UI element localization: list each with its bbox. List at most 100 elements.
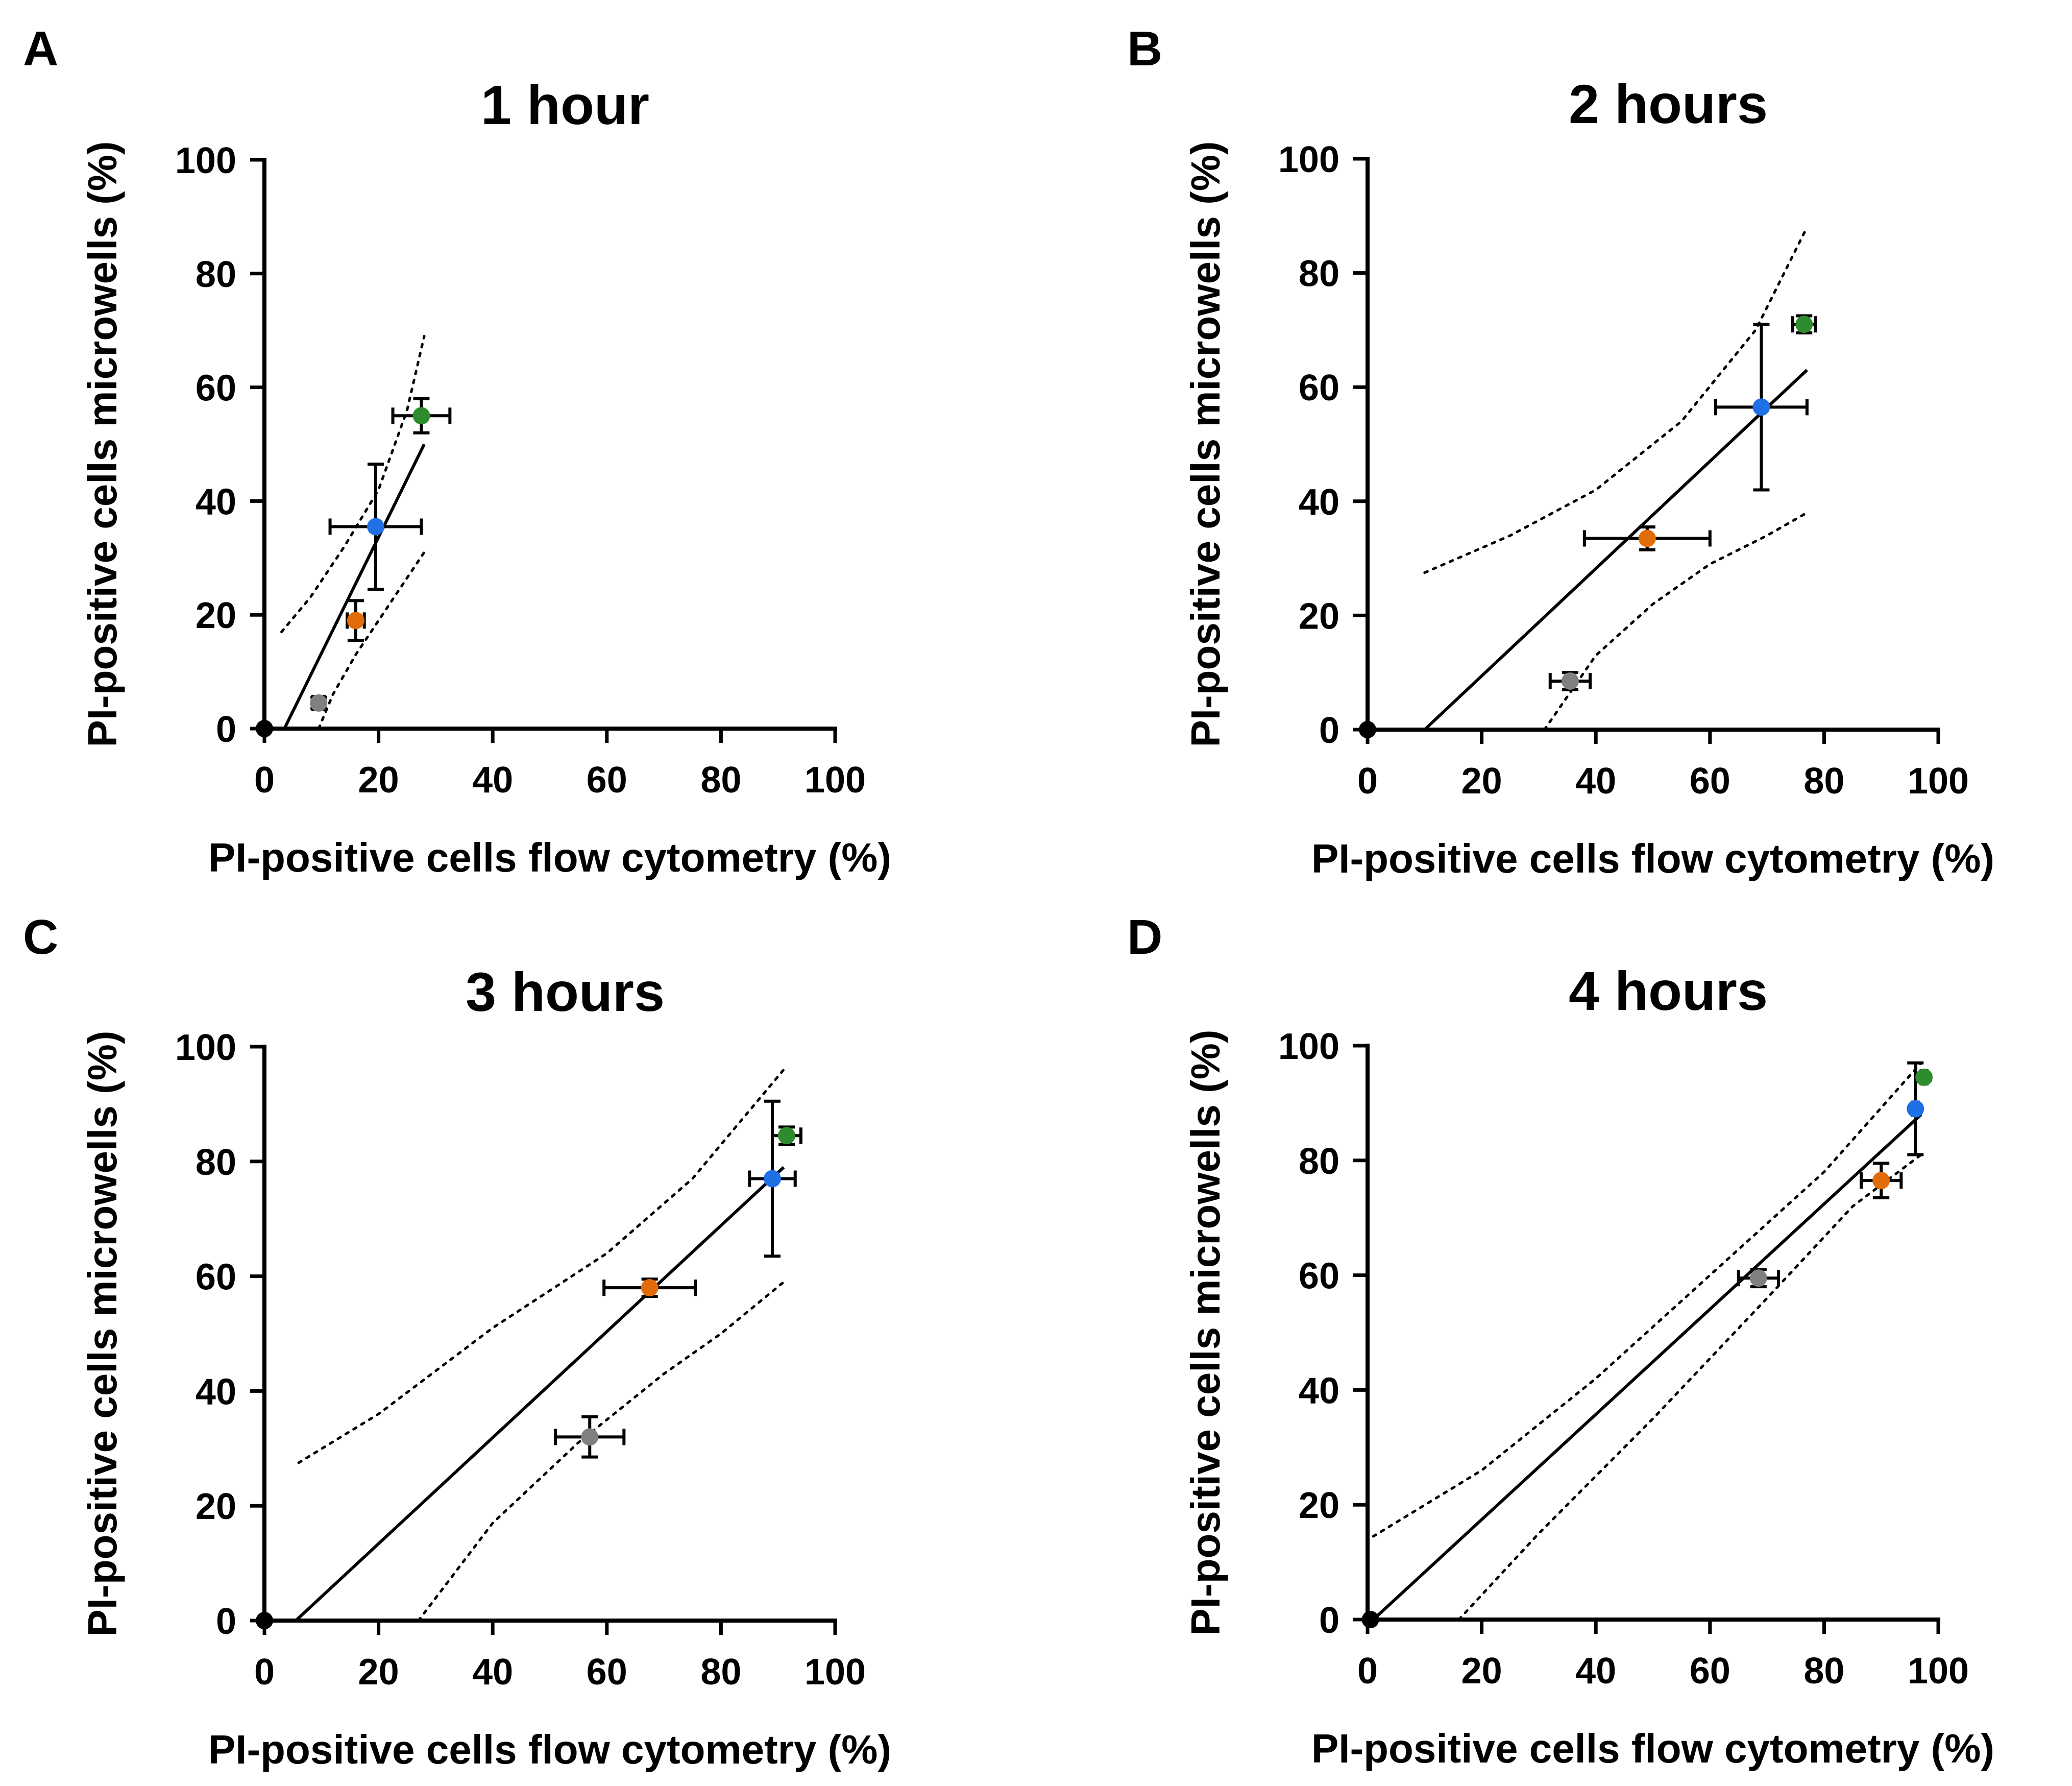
- x-tick-label: 80: [1803, 1651, 1844, 1692]
- y-tick-label: 60: [1299, 368, 1339, 408]
- x-axis-title: PI-positive cells flow cytometry (%): [208, 1727, 891, 1772]
- data-point: [777, 1127, 795, 1145]
- y-tick-label: 20: [1299, 1485, 1339, 1526]
- x-tick-label: 40: [472, 1652, 513, 1693]
- x-tick-label: 0: [1357, 761, 1378, 802]
- ci-upper-line: [280, 334, 426, 634]
- y-tick-label: 100: [1278, 139, 1339, 180]
- panel-d: D 4 hours 0 20 40 60 80 100 0 20 40 60 80 100 PI-posit…: [1127, 910, 1994, 1771]
- x-tick-label: 100: [805, 1652, 866, 1693]
- y-axis-title: PI-positive cells microwells (%): [80, 141, 125, 747]
- x-tick-label: 100: [1908, 1651, 1969, 1692]
- ci-upper-line: [1372, 1061, 1922, 1538]
- data-point: [1907, 1100, 1924, 1118]
- x-tick-label: 40: [1575, 761, 1616, 802]
- ci-upper-line: [1423, 226, 1809, 574]
- y-tick-label: 0: [216, 709, 236, 750]
- y-tick-label: 20: [196, 1486, 236, 1527]
- y-axis-title: PI-positive cells microwells (%): [80, 1030, 125, 1636]
- data-point: [1915, 1068, 1933, 1086]
- y-tick-label: 60: [196, 368, 236, 409]
- y-axis-title: PI-positive cells microwells (%): [1183, 141, 1228, 747]
- x-tick-label: 40: [472, 760, 513, 801]
- x-tick-label: 100: [1908, 761, 1969, 802]
- y-tick-label: 0: [216, 1601, 236, 1642]
- y-tick-label: 60: [1299, 1256, 1339, 1297]
- x-tick-label: 80: [700, 760, 741, 801]
- panel-b: B 2 hours 0 20 40 60 80 100 0 20 40 60 80 100 PI-posit…: [1127, 21, 1994, 881]
- x-tick-label: 20: [1461, 761, 1502, 802]
- regression-line: [1372, 1113, 1922, 1621]
- x-tick-label: 40: [1575, 1651, 1616, 1692]
- x-tick-label: 80: [1803, 761, 1844, 802]
- data-point: [1561, 672, 1579, 690]
- y-tick-label: 40: [196, 1371, 236, 1412]
- data-point: [764, 1170, 782, 1188]
- y-tick-label: 80: [196, 254, 236, 295]
- data-point: [1795, 316, 1813, 333]
- data-point: [1752, 398, 1770, 416]
- x-tick-label: 60: [587, 1652, 627, 1693]
- y-tick-label: 80: [1299, 1141, 1339, 1182]
- panel-letter: C: [23, 910, 58, 964]
- data-point: [256, 1612, 273, 1629]
- y-tick-label: 100: [175, 1027, 236, 1068]
- data-point: [256, 720, 273, 737]
- data-point: [310, 694, 328, 712]
- x-tick-label: 0: [254, 1652, 275, 1693]
- data-point: [347, 612, 364, 630]
- data-point: [1638, 529, 1656, 547]
- data-point: [412, 407, 430, 425]
- x-tick-label: 60: [587, 760, 627, 801]
- y-tick-label: 100: [175, 140, 236, 181]
- panel-title: 1 hour: [481, 74, 649, 136]
- x-axis-title: PI-positive cells flow cytometry (%): [1311, 1726, 1994, 1771]
- y-tick-label: 20: [196, 595, 236, 636]
- data-point: [367, 518, 385, 536]
- data-point: [1359, 721, 1376, 738]
- data-point: [1872, 1172, 1890, 1190]
- y-tick-label: 80: [196, 1142, 236, 1183]
- y-tick-label: 40: [1299, 482, 1339, 523]
- ci-lower-line: [1543, 511, 1809, 731]
- regression-line: [295, 1166, 785, 1622]
- regression-line: [1423, 369, 1808, 731]
- panel-a: A 1 hour 0 20 40 60 80 100 0 20 40 60 80 100 PI-positi…: [23, 21, 891, 880]
- y-tick-label: 0: [1319, 710, 1339, 751]
- x-tick-label: 60: [1690, 761, 1730, 802]
- panel-c: C 3 hours 0 20 40 60 80 100 0 20 40 60 80 100 PI-posit…: [23, 910, 891, 1772]
- x-tick-label: 60: [1690, 1651, 1730, 1692]
- ci-lower-line: [417, 1281, 785, 1622]
- x-tick-label: 20: [358, 760, 399, 801]
- y-tick-label: 100: [1278, 1026, 1339, 1067]
- data-point: [581, 1428, 599, 1446]
- panel-title: 2 hours: [1569, 73, 1768, 135]
- ci-upper-line: [297, 1068, 785, 1464]
- ci-lower-line: [1457, 1153, 1922, 1621]
- data-point: [641, 1279, 659, 1297]
- x-axis-title: PI-positive cells flow cytometry (%): [1311, 836, 1994, 881]
- ci-lower-line: [317, 551, 426, 730]
- panel-title: 3 hours: [466, 961, 665, 1023]
- y-tick-label: 60: [196, 1257, 236, 1298]
- regression-line: [283, 443, 426, 730]
- y-tick-label: 20: [1299, 596, 1339, 637]
- x-tick-label: 20: [358, 1652, 399, 1693]
- x-tick-label: 80: [700, 1652, 741, 1693]
- data-point: [1361, 1611, 1379, 1628]
- x-tick-label: 20: [1461, 1651, 1502, 1692]
- panel-letter: D: [1127, 910, 1162, 964]
- y-axis-title: PI-positive cells microwells (%): [1183, 1029, 1228, 1635]
- x-tick-label: 0: [1357, 1651, 1378, 1692]
- data-point: [1749, 1269, 1767, 1287]
- x-axis-title: PI-positive cells flow cytometry (%): [208, 835, 891, 880]
- y-tick-label: 0: [1319, 1600, 1339, 1641]
- panel-letter: A: [23, 21, 58, 76]
- y-tick-label: 40: [196, 481, 236, 522]
- y-tick-label: 80: [1299, 254, 1339, 295]
- y-tick-label: 40: [1299, 1370, 1339, 1411]
- x-tick-label: 0: [254, 760, 275, 801]
- x-tick-label: 100: [805, 760, 866, 801]
- panel-letter: B: [1127, 21, 1162, 76]
